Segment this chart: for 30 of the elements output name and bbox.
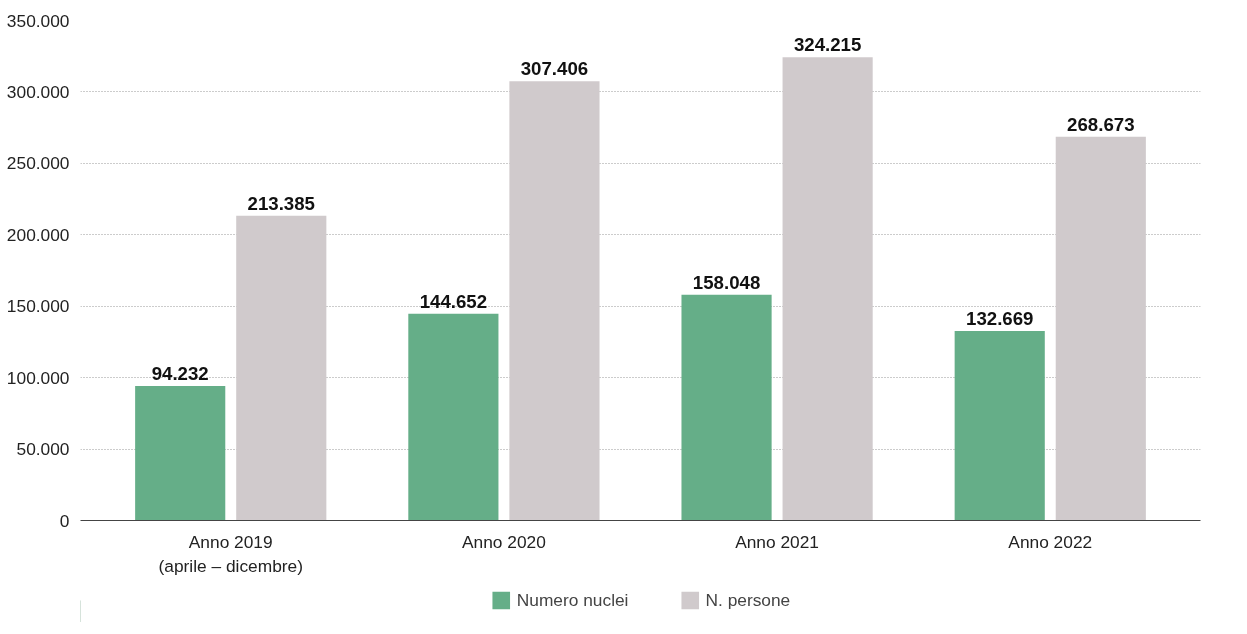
data-label: 268.673 [1067,113,1135,135]
y-tick-label: 250.000 [6,153,70,174]
bar [236,215,327,521]
bar [1055,136,1146,521]
bar [408,313,499,521]
y-tick-label: 200.000 [6,224,70,245]
x-tick-label: Anno 2020 [462,531,546,552]
legend-label: N. persone [705,589,791,611]
y-tick-label: 50.000 [16,439,70,460]
x-tick-label: Anno 2021 [735,531,820,552]
bar [954,330,1045,521]
data-label: 213.385 [247,192,316,214]
bar [782,57,873,521]
y-tick-label: 150.000 [6,296,70,317]
bar [509,81,600,521]
y-tick-label: 0 [59,510,70,531]
x-tick-label: Anno 2019 (aprile – dicembre) [158,531,303,576]
data-label: 158.048 [692,271,761,293]
bar [681,294,772,521]
data-label: 144.652 [419,290,488,312]
y-tick-label: 350.000 [6,10,70,31]
data-label: 94.232 [151,362,209,384]
y-tick-label: 100.000 [6,367,70,388]
data-label: 307.406 [520,58,589,80]
bar [135,385,226,521]
data-label: 324.215 [793,34,862,56]
y-tick-label: 300.000 [6,81,70,102]
legend-label: Numero nuclei [516,589,629,611]
data-label: 132.669 [966,307,1034,329]
x-tick-label: Anno 2022 [1008,531,1093,552]
